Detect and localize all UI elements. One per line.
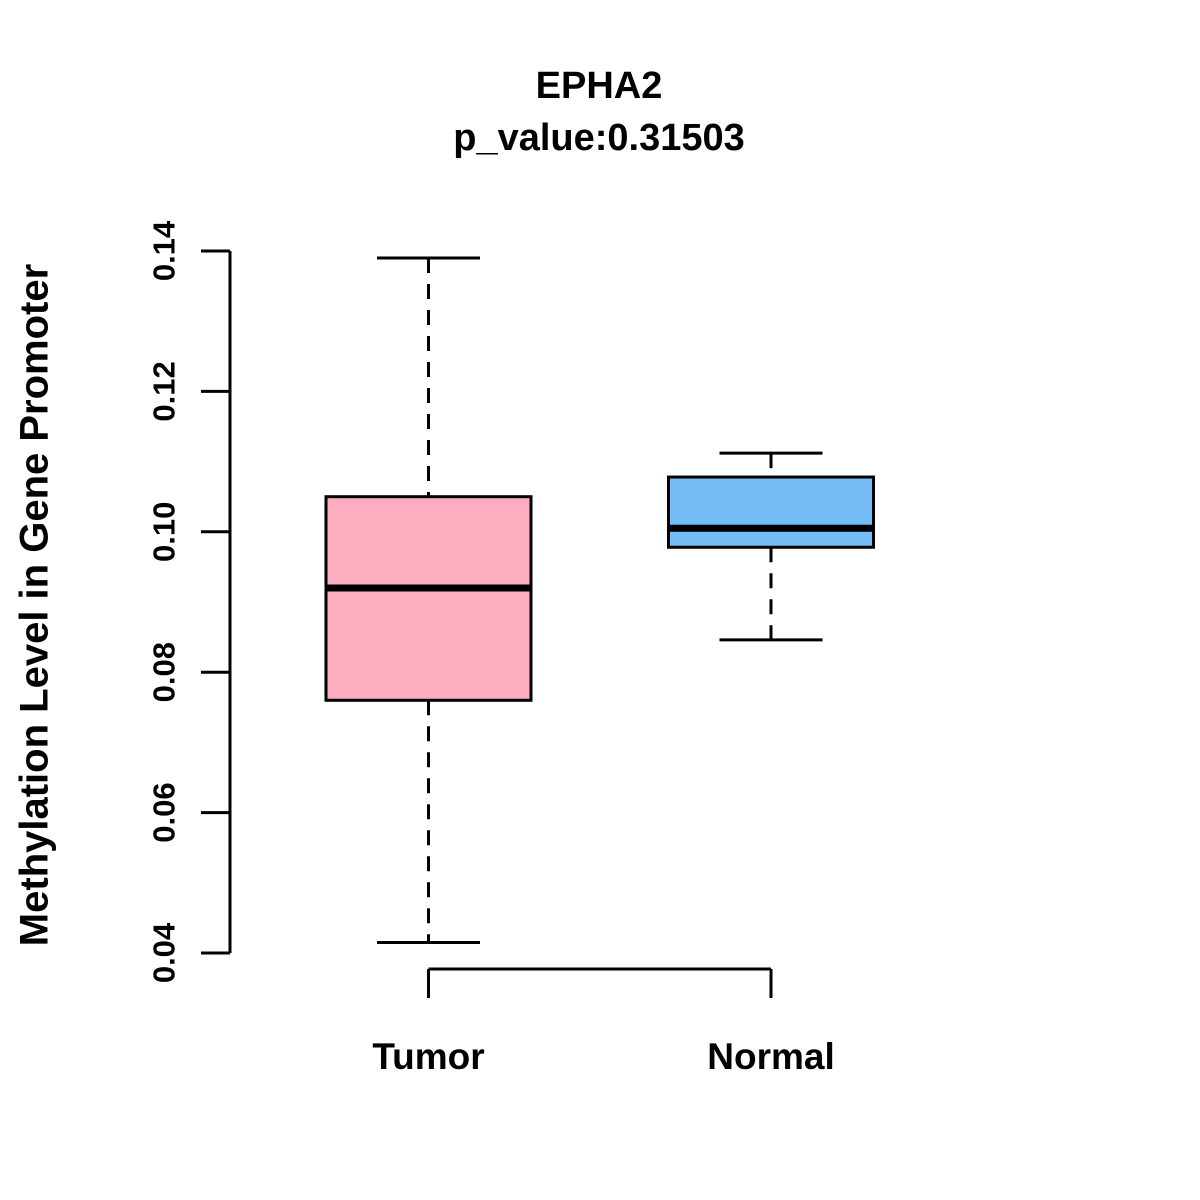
chart-subtitle: p_value:0.31503: [453, 117, 745, 159]
y-tick-label: 0.04: [147, 922, 182, 983]
x-category-label-normal: Normal: [707, 1036, 834, 1077]
y-tick-label: 0.10: [147, 502, 182, 562]
chart-title: EPHA2: [535, 65, 663, 107]
y-tick-label: 0.14: [147, 220, 182, 281]
chart-title-block: EPHA2 p_value:0.31503: [453, 60, 745, 164]
box-normal: [667, 475, 875, 549]
y-tick-label: 0.12: [147, 361, 182, 421]
box-tumor: [324, 495, 533, 702]
y-tick-label: 0.08: [147, 642, 182, 702]
y-tick-label: 0.06: [147, 782, 182, 842]
x-category-label-tumor: Tumor: [372, 1036, 484, 1077]
